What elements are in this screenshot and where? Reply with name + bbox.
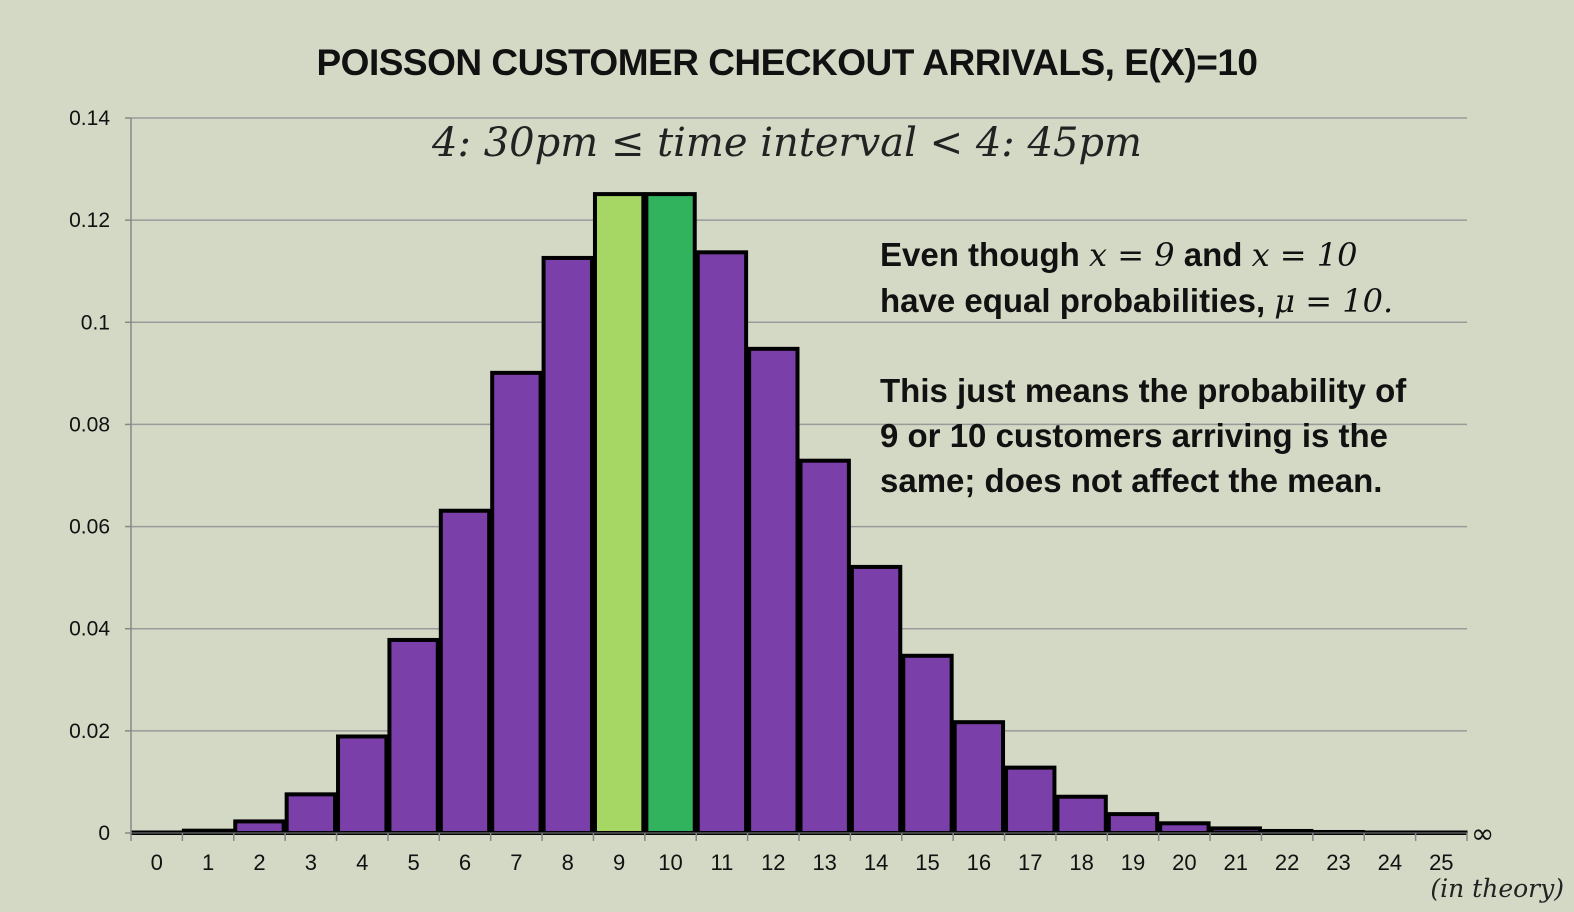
annotation2-line1: This just means the probability of [880, 372, 1407, 409]
y-tick-label-0.12: 0.12 [69, 209, 110, 232]
tick-labels: 00.020.040.060.080.10.120.140 1 2 3 4 5 6 7 8 9 10… [69, 107, 1494, 875]
bar-5 [387, 637, 440, 836]
bar-2 [233, 819, 286, 836]
x-tick-label-13: 13 [812, 850, 836, 875]
x-tick-label-15: 15 [915, 850, 939, 875]
bar-6 [438, 508, 492, 835]
bar-8 [541, 255, 594, 835]
in-theory-footnote: (in theory) [1430, 874, 1564, 903]
bar-13 [798, 458, 851, 835]
x-tick-label-21: 21 [1224, 850, 1248, 875]
bar-11 [695, 250, 749, 835]
x-tick-label-7: 7 [510, 850, 522, 875]
bar-20 [1158, 821, 1211, 836]
x-tick-label-0: 0 [151, 850, 163, 875]
x-tick-label-23: 23 [1326, 850, 1350, 875]
annotation-equal-probabilities: Even though x = 9 and x = 10 have equal … [880, 232, 1393, 324]
x-tick-label-20: 20 [1172, 850, 1196, 875]
x-tick-label-14: 14 [864, 850, 888, 875]
bar-16 [952, 720, 1006, 835]
chart-subtitle: 4: 30pm ≤ time interval < 4: 45pm [432, 120, 1142, 166]
bar-10 [644, 192, 697, 835]
x-tick-label-25: 25 [1429, 850, 1453, 875]
y-tick-label-0.1: 0.1 [81, 311, 110, 334]
annotation1-period: . [1382, 282, 1394, 320]
y-tick-label-0.04: 0.04 [69, 618, 110, 641]
annotation1-text-b: and [1174, 236, 1252, 273]
x-tick-label-2: 2 [253, 850, 265, 875]
x-tick-label-10: 10 [658, 850, 682, 875]
bar-17 [1004, 765, 1057, 836]
axes [125, 117, 1468, 841]
x-tick-label-9: 9 [613, 850, 625, 875]
bar-4 [336, 734, 389, 835]
y-tick-label-0.14: 0.14 [69, 107, 110, 130]
y-tick-label-0: 0 [98, 822, 110, 845]
bar-14 [849, 564, 903, 835]
x-tick-label-8: 8 [562, 850, 574, 875]
x-tick-label-19: 19 [1121, 850, 1145, 875]
infinity-label: ∞ [1471, 817, 1494, 850]
y-tick-label-0.02: 0.02 [69, 720, 110, 743]
x-tick-label-17: 17 [1018, 850, 1042, 875]
bar-7 [490, 370, 543, 835]
annotation1-text-a: Even though [880, 236, 1089, 273]
bar-12 [747, 346, 800, 835]
x-tick-label-24: 24 [1378, 850, 1402, 875]
x-tick-label-12: 12 [761, 850, 785, 875]
annotation1-line2: have equal probabilities, μ = 10. [880, 278, 1393, 324]
annotation1-math-x9: x = 9 [1089, 236, 1175, 274]
annotation1-line1: Even though x = 9 and x = 10 [880, 232, 1393, 278]
x-tick-label-4: 4 [356, 850, 368, 875]
bar-18 [1055, 794, 1108, 835]
annotation2-line3: same; does not affect the mean. [880, 462, 1383, 499]
x-tick-label-1: 1 [202, 850, 214, 875]
annotation-mean-explanation: This just means the probability of 9 or … [880, 368, 1440, 503]
y-tick-label-0.08: 0.08 [69, 413, 110, 436]
y-tick-label-0.06: 0.06 [69, 516, 110, 539]
x-tick-label-11: 11 [711, 850, 734, 875]
bar-9 [592, 192, 646, 835]
bar-3 [284, 792, 338, 835]
x-tick-label-6: 6 [459, 850, 471, 875]
annotation1-text-c: have equal probabilities, [880, 282, 1275, 319]
x-tick-label-18: 18 [1069, 850, 1093, 875]
annotation2-line2: 9 or 10 customers arriving is the [880, 417, 1389, 454]
x-tick-label-16: 16 [967, 850, 991, 875]
x-tick-label-5: 5 [407, 850, 419, 875]
annotation1-math-x10: x = 10 [1251, 236, 1358, 274]
x-tick-label-22: 22 [1275, 850, 1299, 875]
bar-15 [901, 653, 954, 836]
x-tick-label-3: 3 [305, 850, 317, 875]
bar-19 [1106, 812, 1160, 836]
chart-title: POISSON CUSTOMER CHECKOUT ARRIVALS, E(X)… [316, 42, 1258, 83]
annotation1-math-mu: μ = 10 [1274, 282, 1383, 320]
